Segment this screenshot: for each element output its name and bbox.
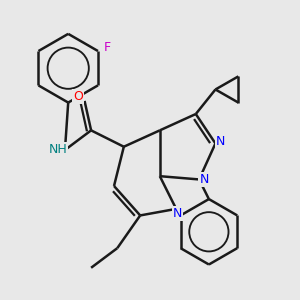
Text: N: N bbox=[216, 135, 225, 148]
Text: NH: NH bbox=[48, 143, 67, 157]
Text: F: F bbox=[103, 41, 111, 54]
Text: O: O bbox=[73, 89, 83, 103]
Text: N: N bbox=[199, 173, 209, 186]
Text: N: N bbox=[173, 207, 182, 220]
